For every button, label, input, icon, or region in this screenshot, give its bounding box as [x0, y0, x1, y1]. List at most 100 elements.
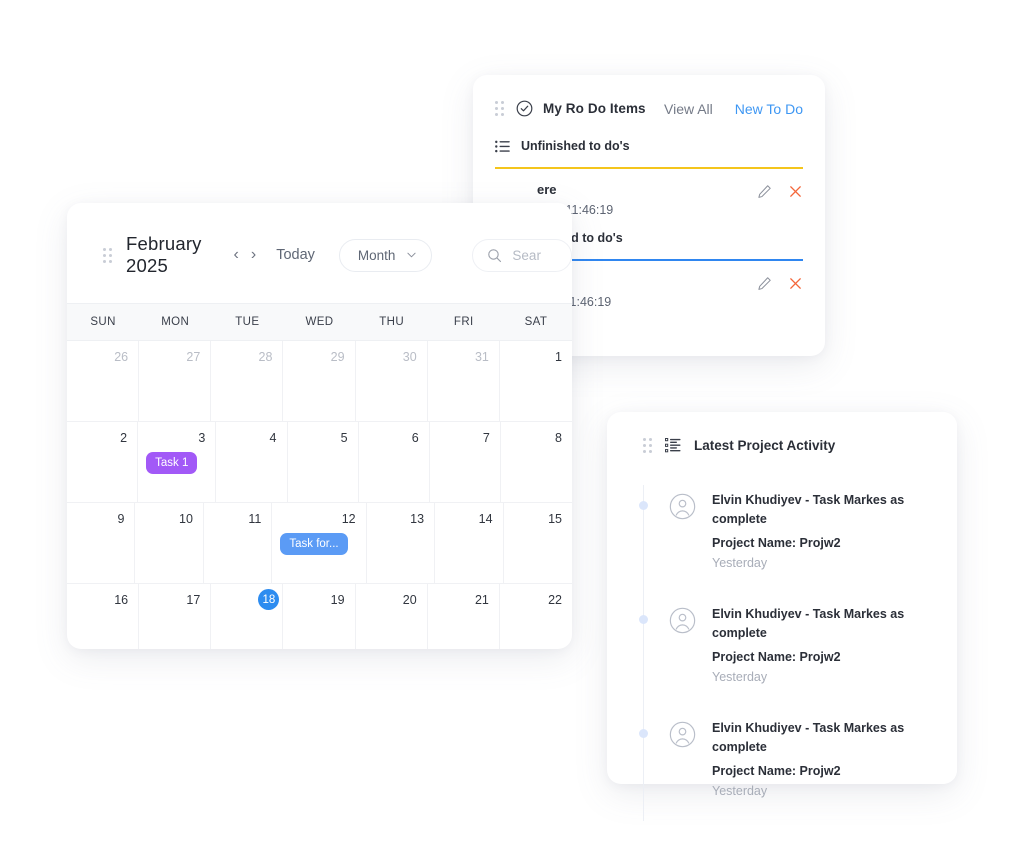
- view-all-link[interactable]: View All: [664, 100, 713, 117]
- todo-item-actions: [757, 182, 803, 199]
- weekday-label-thu: THU: [379, 316, 405, 328]
- day-number: 31: [474, 350, 489, 364]
- calendar-day-cell[interactable]: 17: [139, 584, 212, 649]
- calendar-day-cell[interactable]: 27: [139, 341, 212, 421]
- day-number: 9: [117, 512, 125, 526]
- calendar-day-cell[interactable]: 31: [428, 341, 500, 421]
- day-number: 19: [330, 593, 345, 607]
- view-mode-value: Month: [357, 247, 396, 263]
- calendar-day-cell[interactable]: 4: [216, 422, 288, 502]
- day-number: 29: [330, 350, 345, 364]
- activity-project-name: Project Name: Projw2: [712, 536, 841, 550]
- activity-item[interactable]: Elvin Khudiyev - Task Markes as complete…: [639, 479, 957, 593]
- close-icon[interactable]: [788, 184, 803, 199]
- todo-section-rule: [495, 167, 803, 169]
- calendar-day-cell[interactable]: 5: [288, 422, 359, 502]
- todo-card-title: My Ro Do Items: [543, 101, 646, 116]
- calendar-day-cell[interactable]: 3 Task 1: [138, 422, 217, 502]
- calendar-day-cell[interactable]: 20: [356, 584, 428, 649]
- drag-handle-icon[interactable]: [103, 247, 112, 263]
- activity-card-header: Latest Project Activity: [625, 412, 957, 453]
- calendar-day-cell[interactable]: 9: [67, 503, 136, 583]
- calendar-day-cell[interactable]: 11: [204, 503, 273, 583]
- calendar-card: February 2025 ‹ › Today Month Sear SUN MO…: [67, 203, 572, 649]
- todo-item-name: ere: [537, 182, 557, 197]
- calendar-grid: 26 27 28 29 30 31 1 2 3 Task 1 4 5 6 7 8 9 10 11 12 Task fo…: [67, 341, 572, 649]
- calendar-search-input[interactable]: Sear: [472, 238, 572, 272]
- todo-header-actions: View All New To Do: [664, 101, 803, 117]
- day-number: 1: [555, 350, 562, 364]
- day-number: 28: [258, 350, 273, 364]
- calendar-day-cell[interactable]: 12 Task for...: [272, 503, 367, 583]
- activity-timestamp: Yesterday: [712, 670, 768, 684]
- activity-timestamp: Yesterday: [712, 784, 768, 798]
- calendar-day-cell[interactable]: 21: [428, 584, 500, 649]
- calendar-day-cell[interactable]: 10: [135, 503, 204, 583]
- calendar-day-cell[interactable]: 22: [500, 584, 572, 649]
- activity-project-name: Project Name: Projw2: [712, 764, 841, 778]
- drag-handle-icon[interactable]: [643, 438, 652, 453]
- todo-item-actions: [757, 274, 803, 291]
- activity-item[interactable]: Elvin Khudiyev - Task Markes as complete…: [639, 593, 957, 707]
- calendar-week-row: 2 3 Task 1 4 5 6 7 8: [67, 422, 572, 503]
- list-icon: [495, 140, 510, 152]
- day-number: 3: [198, 431, 206, 445]
- todo-section-rule: [535, 259, 803, 261]
- calendar-weekday-header: SUN MON TUE WED THU FRI SAT: [67, 303, 572, 341]
- pencil-icon[interactable]: [757, 184, 772, 199]
- calendar-event-chip[interactable]: Task for...: [280, 533, 348, 555]
- day-number: 11: [248, 512, 262, 526]
- next-month-button[interactable]: ›: [250, 246, 257, 263]
- user-avatar-icon: [669, 607, 696, 634]
- calendar-day-cell[interactable]: 8: [501, 422, 572, 502]
- new-todo-link[interactable]: New To Do: [734, 100, 803, 117]
- view-mode-select[interactable]: Month: [338, 238, 433, 272]
- day-number: 14: [478, 512, 493, 526]
- calendar-day-cell[interactable]: 1: [500, 341, 572, 421]
- activity-item[interactable]: Elvin Khudiyev - Task Markes as complete…: [639, 707, 957, 821]
- search-placeholder: Sear: [512, 247, 541, 263]
- activity-item-body: Elvin Khudiyev - Task Markes as complete…: [712, 479, 943, 570]
- weekday-label-wed: WED: [305, 316, 334, 328]
- todo-card-header: My Ro Do Items View All New To Do: [473, 75, 825, 117]
- calendar-day-cell[interactable]: 15: [504, 503, 572, 583]
- calendar-day-cell[interactable]: 2: [67, 422, 139, 502]
- prev-month-button[interactable]: ‹: [233, 246, 239, 263]
- calendar-day-cell[interactable]: 30: [356, 341, 428, 421]
- day-number: 8: [555, 431, 562, 445]
- calendar-day-cell[interactable]: 26: [67, 341, 140, 421]
- day-number: 30: [402, 350, 417, 364]
- user-avatar-icon: [669, 721, 696, 748]
- drag-handle-icon[interactable]: [495, 101, 504, 116]
- check-circle-icon: [516, 100, 533, 117]
- calendar-month-title: February 2025: [126, 233, 202, 276]
- day-number: 17: [186, 593, 201, 607]
- search-icon: [488, 248, 502, 262]
- day-number: 21: [474, 593, 489, 607]
- day-number: 15: [548, 512, 562, 526]
- calendar-day-cell[interactable]: 14: [435, 503, 504, 583]
- close-icon[interactable]: [788, 276, 803, 291]
- day-number: 27: [186, 350, 201, 364]
- calendar-day-cell[interactable]: 29: [283, 341, 356, 421]
- day-number: 12: [341, 512, 356, 526]
- activity-headline: Elvin Khudiyev - Task Markes as complete: [712, 493, 905, 526]
- calendar-event-chip[interactable]: Task 1: [146, 452, 198, 474]
- today-badge: 18: [258, 589, 280, 610]
- calendar-day-cell[interactable]: 19: [283, 584, 356, 649]
- today-button[interactable]: Today: [276, 247, 315, 263]
- day-number: 20: [402, 593, 417, 607]
- pencil-icon[interactable]: [757, 276, 772, 291]
- activity-item-body: Elvin Khudiyev - Task Markes as complete…: [712, 593, 943, 684]
- calendar-day-cell[interactable]: 6: [359, 422, 430, 502]
- calendar-day-cell[interactable]: 7: [430, 422, 501, 502]
- activity-list-icon: [665, 438, 681, 453]
- timeline-dot-icon: [639, 729, 648, 738]
- calendar-day-cell[interactable]: 13: [367, 503, 436, 583]
- day-number: 16: [114, 593, 129, 607]
- calendar-day-cell[interactable]: 16: [67, 584, 140, 649]
- calendar-day-cell[interactable]: 1818: [211, 584, 284, 649]
- calendar-day-cell[interactable]: 28: [211, 341, 284, 421]
- timeline-dot-icon: [639, 615, 648, 624]
